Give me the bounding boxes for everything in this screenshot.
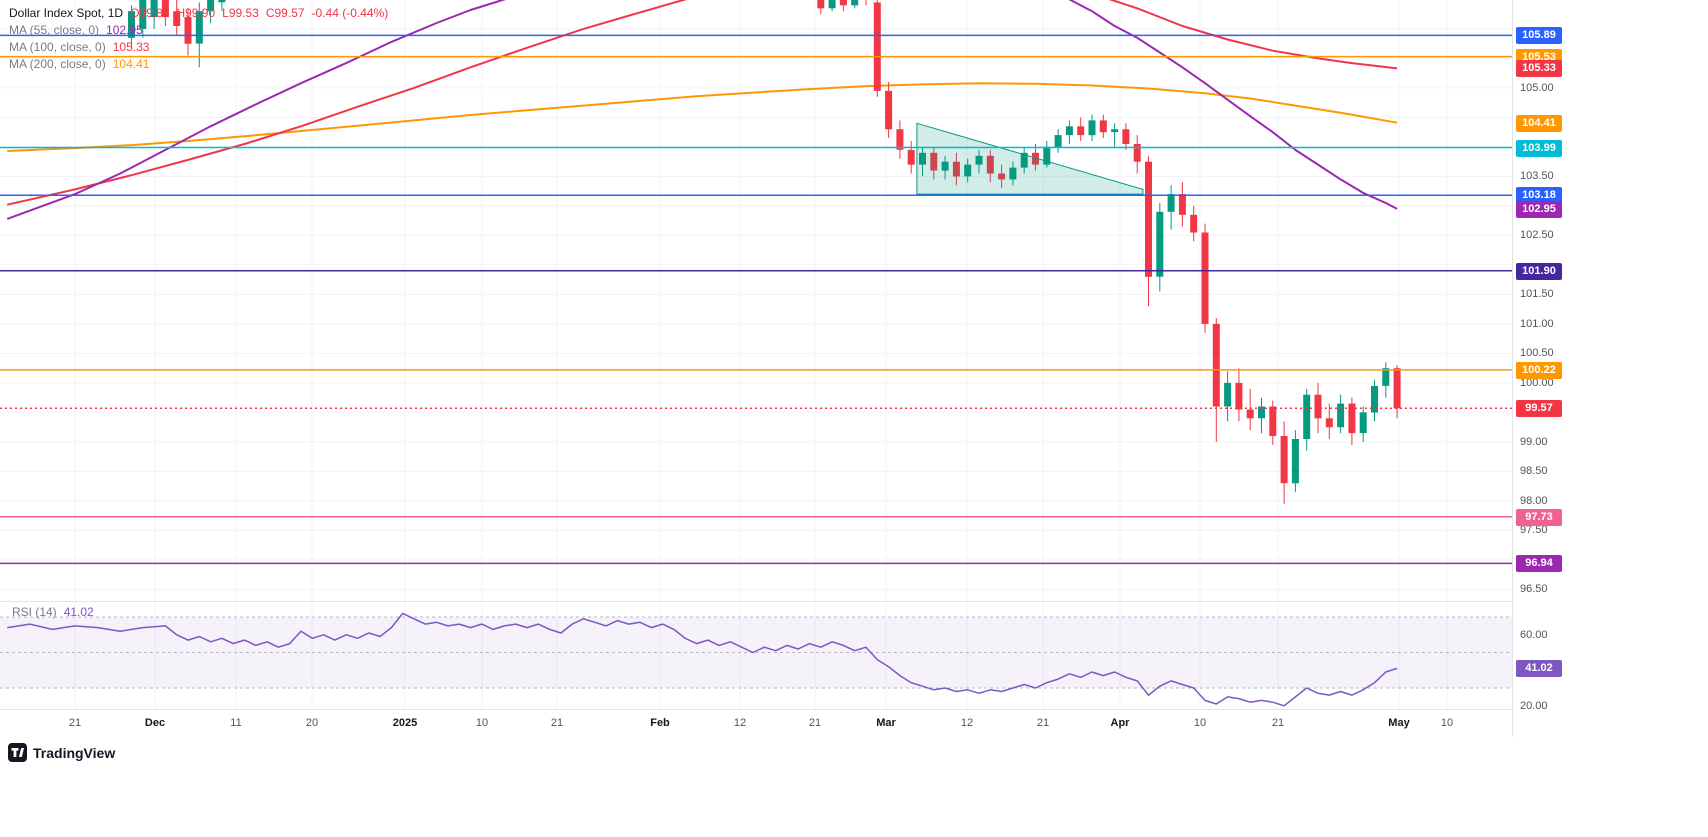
price-tick-label: 105.00: [1520, 82, 1554, 94]
price-tick-label: 96.50: [1520, 583, 1548, 595]
ohlc-close: C99.57: [265, 5, 305, 20]
price-level-badge: 104.41: [1516, 115, 1562, 132]
time-axis-label: 10: [1193, 717, 1207, 729]
price-tick-label: 98.00: [1520, 495, 1548, 507]
time-axis-label: 21: [808, 717, 822, 729]
price-axis[interactable]: 105.00 103.50 102.50 101.50 101.00 100.50 100.…: [1512, 0, 1708, 737]
symbol-legend: Dollar Index Spot, 1D O99.88 H99.90 L99.…: [9, 4, 388, 72]
time-axis-label: 12: [960, 717, 974, 729]
price-tick-label: 101.50: [1520, 288, 1554, 300]
time-axis-label: 10: [1440, 717, 1454, 729]
price-tick-label: 100.50: [1520, 347, 1554, 359]
rsi-legend[interactable]: RSI (14) 41.02: [12, 604, 94, 620]
ohlc-open: O99.88: [130, 5, 170, 20]
time-axis-label: May: [1388, 717, 1410, 729]
price-level-badge: 102.95: [1516, 201, 1562, 218]
tradingview-logo[interactable]: TradingView: [8, 743, 115, 762]
rsi-value: 41.02: [63, 605, 94, 619]
price-tick-label: 102.50: [1520, 229, 1554, 241]
ohlc-change: -0.44 (-0.44%): [311, 5, 389, 20]
indicator-value: 105.33: [112, 39, 150, 54]
price-level-badge: 97.73: [1516, 509, 1562, 526]
price-level-badge: 103.18: [1516, 187, 1562, 204]
time-axis-label: 2025: [392, 717, 418, 729]
indicator-label: MA (100, close, 0): [9, 39, 106, 54]
rsi-value-badge: 41.02: [1516, 660, 1562, 677]
price-tick-label: 103.50: [1520, 170, 1554, 182]
price-tick-label: 101.00: [1520, 318, 1554, 330]
indicator-legend-ma100[interactable]: MA (100, close, 0) 105.33: [9, 38, 388, 55]
ohlc-low: L99.53: [222, 5, 259, 20]
indicator-value: 104.41: [112, 56, 150, 71]
rsi-label: RSI (14): [12, 605, 57, 619]
time-axis-label: 12: [733, 717, 747, 729]
time-axis-label: 10: [475, 717, 489, 729]
price-tick-label: 98.50: [1520, 465, 1548, 477]
tradingview-logo-icon: [8, 743, 27, 762]
indicator-value: 102.95: [106, 22, 143, 37]
time-axis-label: 21: [1036, 717, 1050, 729]
symbol-legend-row[interactable]: Dollar Index Spot, 1D O99.88 H99.90 L99.…: [9, 4, 388, 21]
price-tick-label: 97.50: [1520, 524, 1548, 536]
time-axis-label: Mar: [876, 717, 896, 729]
price-level-badge: 103.99: [1516, 140, 1562, 157]
price-tick-label: 100.00: [1520, 377, 1554, 389]
price-level-badge: 105.33: [1516, 60, 1562, 77]
main-chart-canvas[interactable]: [0, 0, 1512, 601]
tradingview-logo-text: TradingView: [33, 744, 116, 761]
price-level-badge: 101.90: [1516, 263, 1562, 280]
price-level-badge: 96.94: [1516, 555, 1562, 572]
time-axis-label: Apr: [1110, 717, 1130, 729]
ohlc-high: H99.90: [176, 5, 216, 20]
rsi-pane-canvas[interactable]: [0, 601, 1512, 709]
time-axis-label: 21: [68, 717, 82, 729]
pane-separator[interactable]: [0, 601, 1512, 602]
symbol-title: Dollar Index Spot, 1D: [9, 5, 124, 20]
time-axis-label: Feb: [650, 717, 670, 729]
time-axis-label: 21: [550, 717, 564, 729]
time-axis-label: 21: [1271, 717, 1285, 729]
rsi-tick-label: 20.00: [1520, 700, 1548, 712]
indicator-label: MA (200, close, 0): [9, 56, 106, 71]
price-level-badge: 100.22: [1516, 362, 1562, 379]
price-level-badge: 99.57: [1516, 400, 1562, 417]
time-axis[interactable]: 21 Dec 11 20 2025 10 21 Feb 12 21 Mar 12 21 Apr 10 21 Ma…: [0, 709, 1512, 738]
indicator-legend-ma200[interactable]: MA (200, close, 0) 104.41: [9, 55, 388, 72]
price-level-badge: 105.89: [1516, 27, 1562, 44]
time-axis-label: 20: [305, 717, 319, 729]
time-axis-label: 11: [230, 717, 242, 729]
price-tick-label: 99.00: [1520, 436, 1548, 448]
indicator-label: MA (55, close, 0): [9, 22, 100, 37]
time-axis-label: Dec: [144, 717, 166, 729]
indicator-legend-ma55[interactable]: MA (55, close, 0) 102.95: [9, 21, 388, 38]
rsi-tick-label: 60.00: [1520, 629, 1548, 641]
